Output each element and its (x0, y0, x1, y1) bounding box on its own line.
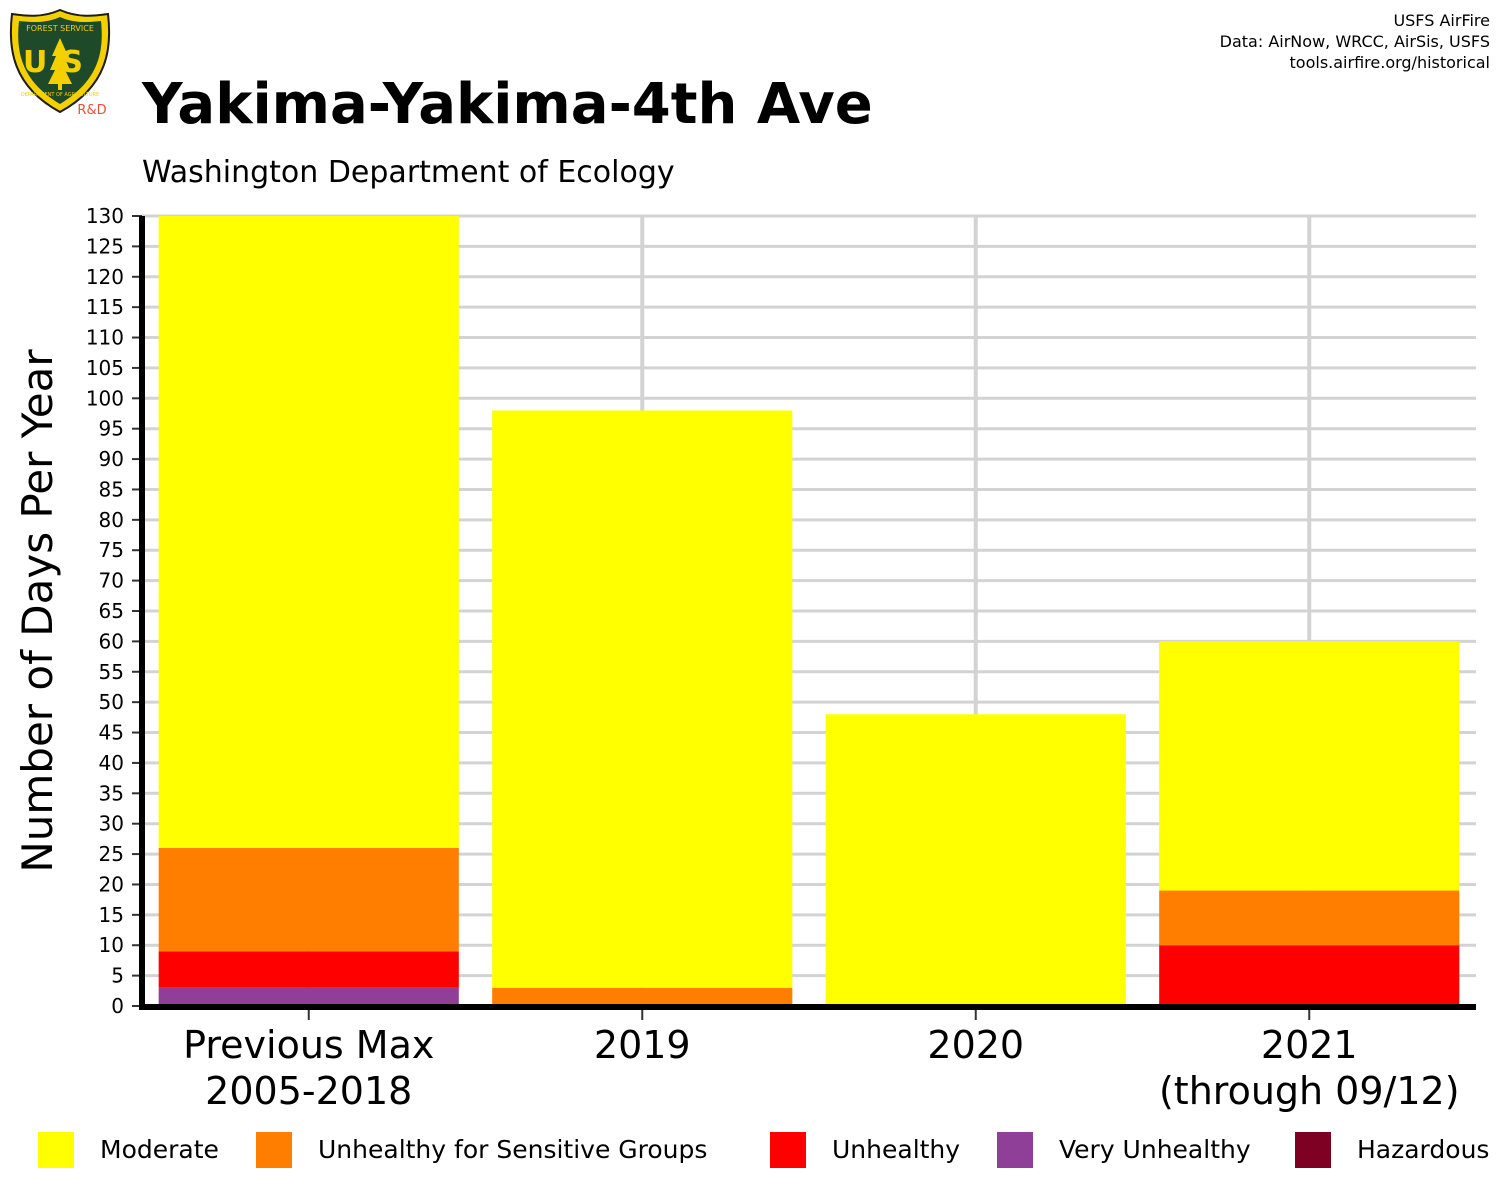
y-axis-title: Number of Days Per Year (13, 349, 62, 873)
legend-swatch (38, 1132, 74, 1168)
y-tick-label: 10 (99, 933, 124, 957)
y-tick-label: 40 (99, 751, 124, 775)
forest-service-logo: FOREST SERVICE US DEPARTMENT OF AGRICULT… (9, 8, 111, 118)
y-tick-label: 130 (86, 204, 124, 228)
logo-rd-tag: R&D (77, 103, 106, 118)
x-tick-label: 2005-2018 (205, 1069, 412, 1113)
legend-swatch (256, 1132, 292, 1168)
y-tick-label: 85 (99, 477, 124, 501)
legend-label: Hazardous (1357, 1135, 1490, 1164)
chart-title: Yakima-Yakima-4th Ave (142, 72, 873, 137)
y-tick-label: 55 (99, 660, 124, 684)
y-tick-label: 60 (99, 629, 124, 653)
tree-icon (48, 38, 72, 84)
y-tick-label: 35 (99, 781, 124, 805)
logo-top-text: FOREST SERVICE (26, 24, 94, 33)
y-tick-label: 75 (99, 538, 124, 562)
bar-segment-moderate (825, 714, 1126, 1006)
credit-line: tools.airfire.org/historical (1289, 53, 1490, 72)
x-tick-label: 2019 (594, 1023, 691, 1067)
bar-segment-unhealthy-for-sensitive-groups (158, 848, 459, 952)
y-tick-label: 100 (86, 386, 124, 410)
y-tick-label: 65 (99, 599, 124, 623)
y-tick-label: 70 (99, 569, 124, 593)
y-tick-label: 115 (86, 295, 124, 319)
y-tick-label: 5 (111, 964, 124, 988)
bar-segment-moderate (1159, 641, 1460, 891)
y-tick-label: 80 (99, 508, 124, 532)
bar-segment-very-unhealthy (158, 987, 459, 1006)
y-tick-label: 125 (86, 234, 124, 258)
legend-label: Unhealthy (832, 1135, 961, 1164)
y-tick-label: 90 (99, 447, 124, 471)
y-tick-label: 50 (99, 690, 124, 714)
y-tick-label: 105 (86, 356, 124, 380)
y-tick-label: 45 (99, 721, 124, 745)
credits: USFS AirFire Data: AirNow, WRCC, AirSis,… (1220, 10, 1490, 73)
bar-segment-unhealthy-for-sensitive-groups (1159, 890, 1460, 946)
x-tick-label: Previous Max (183, 1023, 434, 1067)
bar-segment-moderate (492, 410, 793, 988)
y-tick-label: 120 (86, 265, 124, 289)
bar-segment-moderate (158, 216, 459, 848)
legend-swatch (1295, 1132, 1331, 1168)
legend-label: Very Unhealthy (1059, 1135, 1251, 1164)
y-tick-label: 30 (99, 812, 124, 836)
credit-line: Data: AirNow, WRCC, AirSis, USFS (1219, 32, 1490, 51)
bar-segment-unhealthy-for-sensitive-groups (492, 987, 793, 1006)
x-tick-label: 2021 (1261, 1023, 1358, 1067)
y-tick-label: 20 (99, 872, 124, 896)
y-tick-label: 25 (99, 842, 124, 866)
logo-bottom-text: DEPARTMENT OF AGRICULTURE (21, 92, 99, 98)
y-tick-label: 0 (111, 994, 124, 1018)
chart-subtitle: Washington Department of Ecology (142, 155, 675, 190)
x-tick-label: (through 09/12) (1159, 1069, 1460, 1113)
legend-label: Unhealthy for Sensitive Groups (318, 1135, 708, 1164)
legend-label: Moderate (100, 1135, 219, 1164)
y-tick-label: 110 (86, 326, 124, 350)
x-tick-label: 2020 (927, 1023, 1024, 1067)
bar-segment-unhealthy (1159, 945, 1460, 1006)
y-tick-label: 15 (99, 903, 124, 927)
bar-segment-unhealthy (158, 951, 459, 988)
y-tick-label: 95 (99, 417, 124, 441)
credit-line: USFS AirFire (1393, 11, 1490, 30)
legend-swatch (770, 1132, 806, 1168)
legend-swatch (997, 1132, 1033, 1168)
